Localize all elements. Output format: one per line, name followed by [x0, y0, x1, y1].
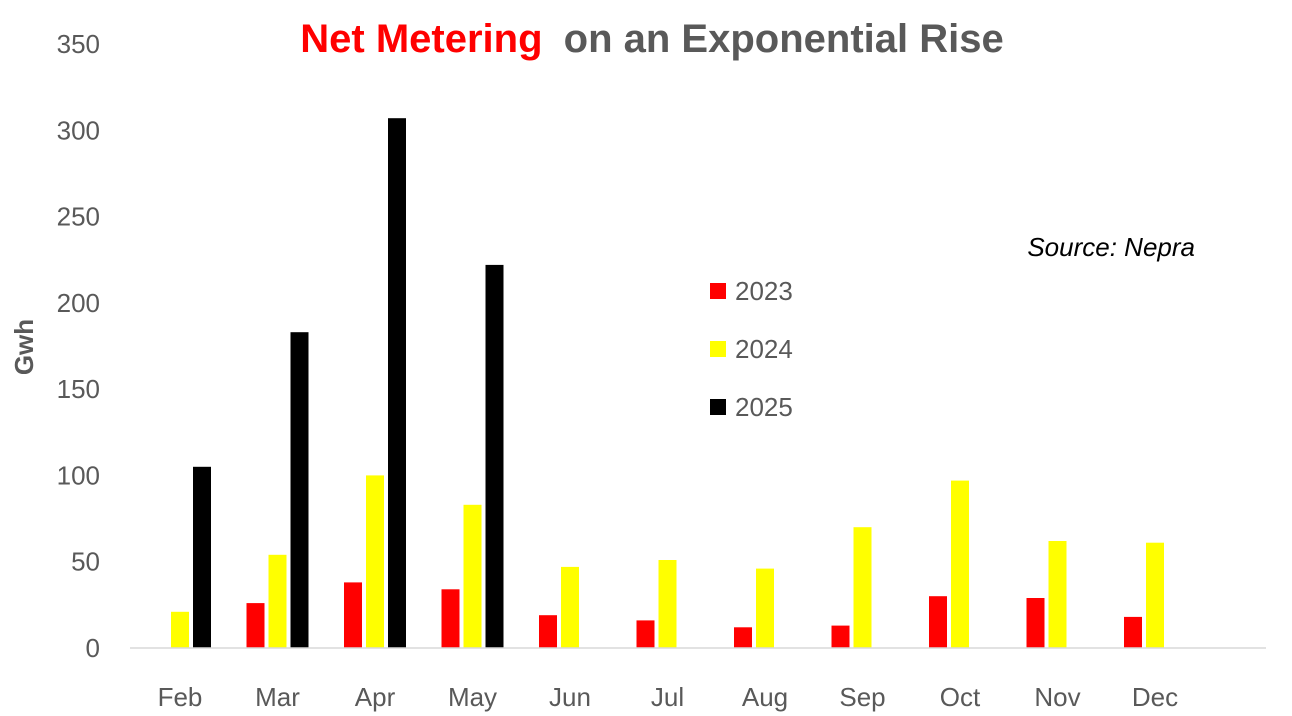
legend-swatch-2024 [710, 341, 726, 357]
x-tick-label: Jul [651, 682, 684, 712]
legend-label-2023: 2023 [735, 276, 793, 306]
bar-2024-jun [561, 566, 579, 648]
x-tick-label: Feb [158, 682, 203, 712]
bar-2024-apr [366, 475, 384, 648]
bar-2023-may [441, 589, 460, 648]
bar-2024-dec [1146, 542, 1164, 648]
x-tick-label: Mar [255, 682, 300, 712]
chart-title-rest: on an Exponential Rise [564, 17, 1004, 61]
x-tick-label: May [448, 682, 497, 712]
bar-2023-dec [1124, 616, 1142, 648]
legend-label-2025: 2025 [735, 392, 793, 422]
bar-2023-jun [539, 615, 557, 648]
bar-2023-nov [1026, 598, 1045, 648]
y-tick-label: 150 [57, 374, 100, 404]
legend: 2023 2024 2025 [710, 276, 793, 422]
x-axis-ticks: Feb Mar Apr May Jun Jul Aug Sep Oct Nov Dec [158, 682, 1179, 712]
bar-2023-mar [246, 603, 265, 648]
bar-2024-feb [171, 611, 189, 648]
x-tick-label: Jun [549, 682, 591, 712]
y-tick-label: 250 [57, 202, 100, 232]
bars [171, 118, 1164, 648]
bar-2025-may [485, 264, 504, 648]
bar-2023-aug [734, 627, 752, 648]
bar-2025-feb [193, 466, 211, 648]
y-tick-label: 300 [57, 115, 100, 145]
y-tick-label: 350 [57, 29, 100, 59]
y-tick-label: 200 [57, 288, 100, 318]
legend-label-2024: 2024 [735, 334, 793, 364]
bar-2025-mar [290, 332, 309, 648]
x-tick-label: Apr [355, 682, 396, 712]
bar-2024-aug [756, 568, 774, 648]
x-tick-label: Nov [1034, 682, 1080, 712]
bar-2024-sep [853, 527, 872, 648]
bar-2023-apr [344, 582, 362, 648]
legend-swatch-2023 [710, 283, 726, 299]
bar-2024-may [463, 504, 482, 648]
bar-2023-oct [929, 596, 947, 648]
bar-2024-jul [658, 560, 677, 648]
bar-2023-jul [636, 620, 655, 648]
x-tick-label: Sep [839, 682, 885, 712]
y-tick-label: 0 [86, 633, 100, 663]
bar-2024-mar [268, 554, 287, 648]
chart-title-highlight: Net Metering [300, 17, 542, 61]
chart-title: Net Metering on an Exponential Rise [300, 17, 1003, 61]
y-axis-ticks: 0 50 100 150 200 250 300 350 [57, 29, 100, 663]
y-axis-label: Gwh [9, 319, 39, 375]
bar-2024-nov [1048, 541, 1067, 648]
x-tick-label: Dec [1132, 682, 1178, 712]
bar-2024-oct [951, 480, 969, 648]
y-tick-label: 100 [57, 460, 100, 490]
source-annotation: Source: Nepra [1027, 232, 1195, 262]
legend-swatch-2025 [710, 399, 726, 415]
bar-2025-apr [388, 118, 406, 648]
y-tick-label: 50 [71, 547, 100, 577]
x-tick-label: Aug [742, 682, 788, 712]
bar-2023-sep [831, 625, 850, 648]
x-tick-label: Oct [940, 682, 981, 712]
